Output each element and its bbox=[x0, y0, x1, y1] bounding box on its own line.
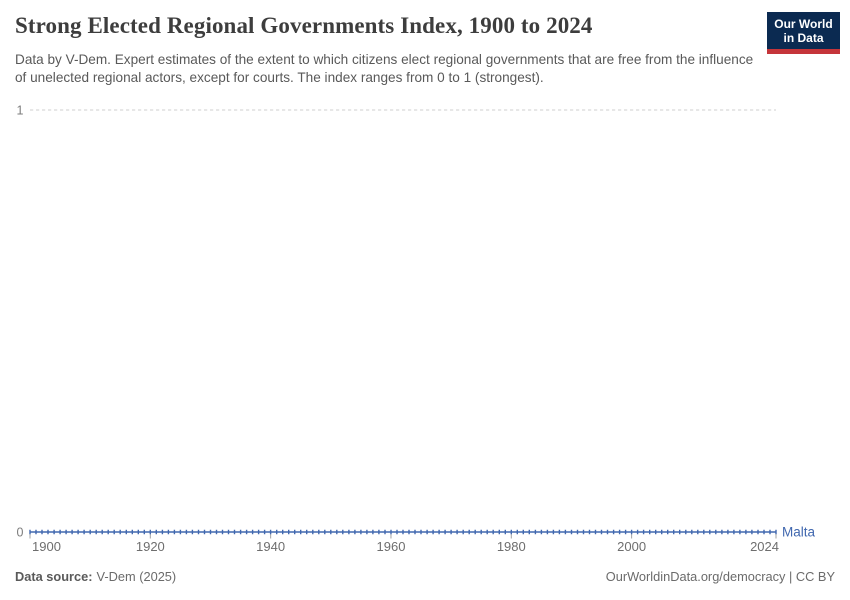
owid-logo-line2: in Data bbox=[783, 31, 824, 45]
chart-subtitle: Data by V-Dem. Expert estimates of the e… bbox=[15, 52, 754, 85]
x-axis-label-1920: 1920 bbox=[136, 539, 165, 554]
x-axis-label-2000: 2000 bbox=[617, 539, 646, 554]
y-axis-label-0: 0 bbox=[17, 526, 24, 540]
owid-logo-line1: Our World bbox=[774, 17, 833, 31]
series-markers-malta bbox=[29, 529, 777, 535]
owid-logo: Our World in Data bbox=[767, 12, 840, 54]
page-title: Strong Elected Regional Governments Inde… bbox=[15, 13, 593, 38]
attribution-link[interactable]: OurWorldinData.org/democracy | CC BY bbox=[605, 569, 835, 584]
x-axis-label-1960: 1960 bbox=[377, 539, 406, 554]
data-source-label: Data source: bbox=[15, 569, 93, 584]
series-end-label-malta[interactable]: Malta bbox=[782, 525, 816, 540]
data-source-value: V-Dem (2025) bbox=[96, 569, 177, 584]
x-axis-label-1980: 1980 bbox=[497, 539, 526, 554]
x-axis-label-1940: 1940 bbox=[256, 539, 285, 554]
data-source-note: Data source: V-Dem (2025) bbox=[15, 569, 176, 584]
y-axis-label-1: 1 bbox=[17, 104, 24, 118]
x-axis-label-1900: 1900 bbox=[32, 539, 61, 554]
x-axis-label-2024: 2024 bbox=[750, 539, 779, 554]
